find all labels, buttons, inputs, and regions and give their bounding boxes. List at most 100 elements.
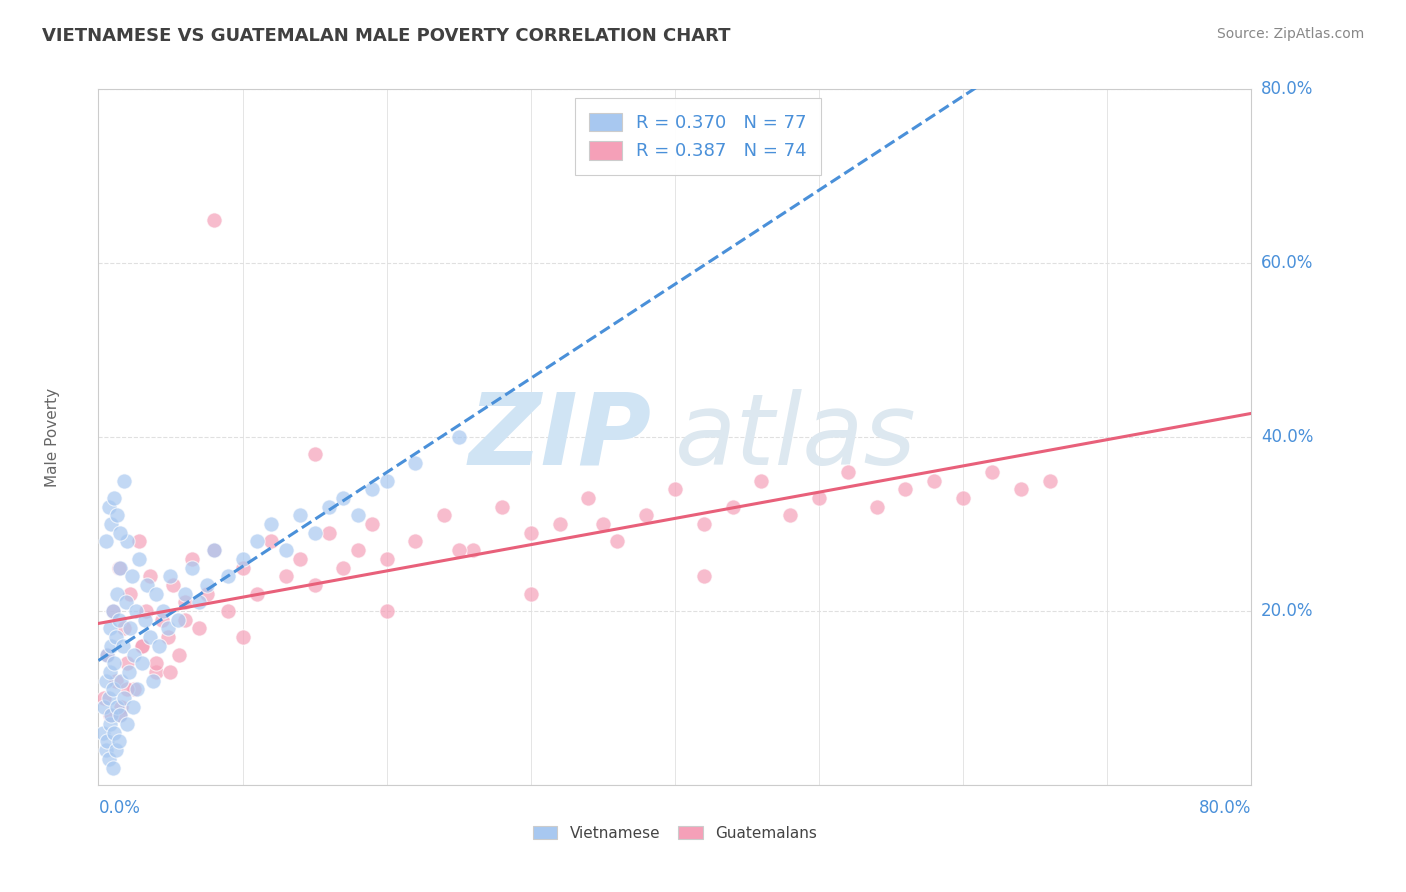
Point — [117, 717, 138, 731]
Point — [136, 578, 159, 592]
Point — [97, 690, 120, 705]
Point — [111, 639, 134, 653]
Point — [145, 657, 167, 671]
Point — [96, 648, 118, 662]
Point — [124, 682, 146, 697]
Point — [290, 551, 312, 566]
Point — [491, 500, 513, 514]
Point — [107, 613, 129, 627]
Point — [156, 621, 179, 635]
Point — [110, 699, 132, 714]
Point — [433, 508, 456, 523]
Point — [145, 587, 167, 601]
Point — [636, 508, 658, 523]
Point — [98, 708, 121, 723]
Point — [104, 673, 127, 688]
Point — [520, 525, 543, 540]
Point — [375, 551, 398, 566]
Point — [290, 508, 312, 523]
Point — [578, 491, 600, 505]
Point — [131, 639, 153, 653]
Point — [159, 665, 181, 679]
Point — [332, 560, 354, 574]
Point — [103, 726, 125, 740]
Point — [104, 630, 127, 644]
Point — [148, 639, 170, 653]
Point — [592, 516, 614, 531]
Point — [375, 604, 398, 618]
Point — [120, 587, 142, 601]
Point — [318, 500, 340, 514]
Point — [181, 551, 204, 566]
Point — [100, 639, 122, 653]
Point — [96, 648, 118, 662]
Point — [188, 621, 211, 635]
Point — [107, 734, 129, 748]
Point — [894, 482, 917, 496]
Text: Male Poverty: Male Poverty — [45, 387, 60, 487]
Point — [96, 734, 118, 748]
Text: 40.0%: 40.0% — [1261, 428, 1313, 446]
Point — [807, 491, 830, 505]
Point — [103, 491, 125, 505]
Point — [520, 587, 543, 601]
Point — [131, 657, 153, 671]
Point — [166, 613, 188, 627]
Point — [274, 569, 297, 583]
Point — [101, 760, 124, 774]
Point — [145, 665, 167, 679]
Text: 0.0%: 0.0% — [98, 798, 141, 817]
Point — [112, 621, 135, 635]
Point — [246, 534, 269, 549]
Point — [174, 587, 197, 601]
Text: atlas: atlas — [675, 389, 917, 485]
Point — [260, 516, 283, 531]
Text: Source: ZipAtlas.com: Source: ZipAtlas.com — [1216, 27, 1364, 41]
Point — [837, 465, 859, 479]
Point — [108, 708, 131, 723]
Point — [91, 726, 114, 740]
Point — [105, 699, 128, 714]
Point — [117, 657, 138, 671]
Point — [375, 474, 398, 488]
Point — [122, 699, 145, 714]
Point — [94, 743, 117, 757]
Point — [202, 212, 225, 227]
Point — [101, 604, 124, 618]
Point — [101, 604, 124, 618]
Point — [118, 665, 141, 679]
Point — [94, 534, 117, 549]
Point — [135, 604, 157, 618]
Point — [952, 491, 974, 505]
Point — [217, 604, 239, 618]
Point — [167, 648, 190, 662]
Text: 80.0%: 80.0% — [1261, 80, 1313, 98]
Point — [100, 708, 122, 723]
Point — [346, 508, 368, 523]
Point — [202, 543, 225, 558]
Text: VIETNAMESE VS GUATEMALAN MALE POVERTY CORRELATION CHART: VIETNAMESE VS GUATEMALAN MALE POVERTY CO… — [42, 27, 731, 45]
Point — [107, 560, 129, 574]
Point — [188, 595, 211, 609]
Point — [405, 534, 427, 549]
Point — [97, 752, 120, 766]
Point — [105, 508, 128, 523]
Point — [131, 639, 153, 653]
Point — [195, 578, 218, 592]
Point — [112, 474, 135, 488]
Point — [981, 465, 1004, 479]
Point — [195, 587, 218, 601]
Point — [346, 543, 368, 558]
Point — [405, 456, 427, 470]
Text: ZIP: ZIP — [468, 389, 652, 485]
Point — [246, 587, 269, 601]
Point — [104, 743, 127, 757]
Point — [105, 587, 128, 601]
Point — [548, 516, 571, 531]
Point — [93, 690, 115, 705]
Point — [103, 657, 125, 671]
Point — [181, 560, 204, 574]
Point — [121, 569, 143, 583]
Point — [127, 682, 149, 697]
Point — [202, 543, 225, 558]
